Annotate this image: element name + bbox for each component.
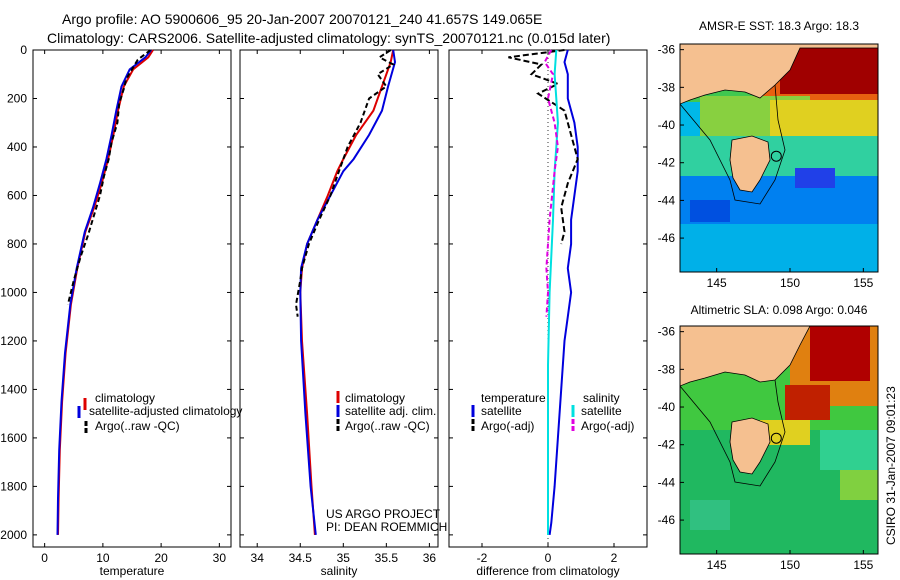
y-tick-label: 1600	[0, 431, 27, 445]
lat-tick-label: -42	[658, 156, 676, 170]
series-argo-raw-qc-	[66, 49, 152, 305]
series-climatology	[299, 49, 395, 535]
legend-label-climatology: climatology	[95, 391, 155, 405]
lat-tick-label: -36	[658, 43, 676, 57]
difference-xlabel: difference from climatology	[476, 564, 619, 578]
series-salinity-argo-adj-	[543, 49, 559, 317]
lat-tick-label: -38	[658, 362, 676, 376]
legend-title-temperature: temperature	[481, 391, 546, 405]
lon-tick-label: 155	[853, 558, 873, 572]
sst-map-frame	[679, 43, 879, 273]
legend-label-sal-satellite: satellite	[581, 404, 622, 418]
sst-map-title: AMSR-E SST: 18.3 Argo: 18.3	[699, 19, 859, 33]
lon-tick-label: 145	[707, 558, 727, 572]
lon-tick-label: 150	[780, 558, 800, 572]
lat-tick-label: -42	[658, 438, 676, 452]
legend-label-temp-argo: Argo(-adj)	[481, 419, 534, 433]
temperature-legend: climatology satellite-adjusted climatolo…	[77, 391, 242, 433]
y-tick-label: 1200	[0, 334, 27, 348]
lon-tick-label: 150	[780, 276, 800, 290]
x-tick-label: 35	[337, 551, 351, 565]
legend-label-sal-argo: Argo(-adj)	[581, 419, 634, 433]
temperature-axes-box	[32, 49, 232, 548]
lat-tick-label: -36	[658, 325, 676, 339]
y-tick-label: 200	[7, 91, 27, 105]
y-tick-label: 400	[7, 140, 27, 154]
lon-tick-label: 145	[707, 276, 727, 290]
salinity-panel: 34 34.5 35 35.5 36 salinity climatology sate…	[239, 49, 447, 578]
lat-tick-label: -46	[658, 513, 676, 527]
x-tick-label: 20	[154, 551, 168, 565]
difference-panel: -2 0 2 difference from climatology tempera…	[448, 49, 648, 578]
title-line-2: Climatology: CARS2006. Satellite-adjuste…	[47, 30, 610, 46]
argo-position-marker	[770, 150, 782, 162]
legend-label-satellite: satellite-adjusted climatology	[89, 404, 242, 418]
salinity-legend: climatology satellite adj. clim. Argo(..…	[336, 391, 436, 433]
sla-map-panel: Altimetric SLA: 0.098 Argo: 0.046 145 150…	[658, 303, 879, 572]
salinity-axes-box	[239, 49, 439, 548]
series-salinity-satellite	[547, 49, 559, 535]
title-line-1: Argo profile: AO 5900606_95 20-Jan-2007 …	[62, 11, 542, 27]
difference-legend: temperature satellite Argo(-adj) salinit…	[471, 391, 634, 433]
sla-map-title: Altimetric SLA: 0.098 Argo: 0.046	[691, 303, 868, 317]
legend-label-climatology: climatology	[345, 391, 405, 405]
temperature-xlabel: temperature	[100, 564, 165, 578]
lat-tick-label: -38	[658, 80, 676, 94]
legend-label-argo: Argo(..raw -QC)	[95, 419, 180, 433]
y-tick-label: 1800	[0, 479, 27, 493]
x-tick-label: 35.5	[375, 551, 399, 565]
y-tick-label: 600	[7, 188, 27, 202]
y-tick-label: 2000	[0, 528, 27, 542]
x-tick-label: 2	[611, 551, 618, 565]
x-tick-label: 30	[213, 551, 227, 565]
sla-map-image	[680, 326, 878, 554]
series-temperature-argo-adj-	[508, 49, 579, 245]
legend-label-temp-satellite: satellite	[481, 404, 522, 418]
x-tick-label: 34	[251, 551, 265, 565]
lat-tick-label: -44	[658, 475, 676, 489]
sla-map-frame	[679, 325, 879, 555]
y-tick-label: 0	[20, 43, 27, 57]
series-argo-raw-qc-	[294, 49, 396, 317]
legend-label-argo: Argo(..raw -QC)	[345, 419, 430, 433]
x-tick-label: 0	[41, 551, 48, 565]
x-tick-label: 0	[545, 551, 552, 565]
lat-tick-label: -40	[658, 400, 676, 414]
y-tick-label: 1400	[0, 382, 27, 396]
x-tick-label: 34.5	[289, 551, 313, 565]
lat-tick-label: -44	[658, 193, 676, 207]
lon-tick-label: 155	[853, 276, 873, 290]
series-temperature-satellite	[548, 49, 579, 536]
lat-tick-label: -46	[658, 231, 676, 245]
x-tick-label: 10	[96, 551, 110, 565]
sst-map-image	[680, 44, 878, 272]
side-stamp: CSIRO 31-Jan-2007 09:01:23	[884, 386, 898, 545]
x-tick-label: -2	[477, 551, 488, 565]
series-satellite-adjusted-climatology	[56, 49, 152, 535]
lat-tick-label: -40	[658, 118, 676, 132]
y-tick-label: 800	[7, 237, 27, 251]
salinity-xlabel: salinity	[321, 564, 358, 578]
y-tick-label: 1000	[0, 285, 27, 299]
argo-position-marker	[770, 432, 782, 444]
legend-title-salinity: salinity	[583, 391, 620, 405]
series-satellite-adj-clim-	[299, 49, 397, 536]
temperature-panel: 0 10 20 30 0 200 400 600 800 1000 1200 1400 1600 1800…	[0, 43, 242, 578]
sst-map-panel: AMSR-E SST: 18.3 Argo: 18.3 145 150 155 -36…	[658, 19, 879, 290]
credit-line-1: US ARGO PROJECT	[326, 507, 441, 521]
credit-line-2: PI: DEAN ROEMMICH	[326, 520, 447, 534]
legend-label-satellite: satellite adj. clim.	[345, 404, 436, 418]
x-tick-label: 36	[423, 551, 437, 565]
